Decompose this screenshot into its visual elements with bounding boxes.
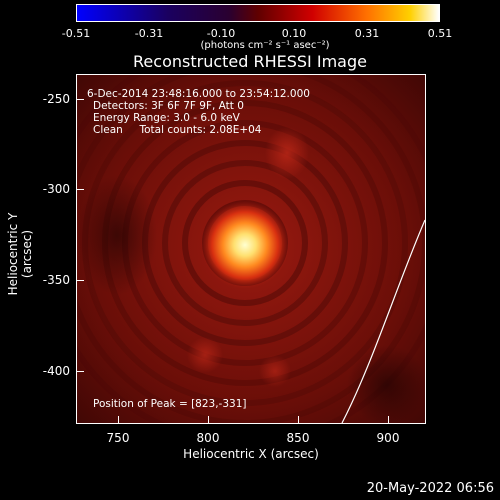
y-axis-label: Heliocentric Y (arcsec) bbox=[6, 212, 34, 296]
detectors-info: Detectors: 3F 6F 7F 9F, Att 0 bbox=[93, 100, 244, 112]
x-tick-mark bbox=[118, 416, 119, 424]
date-stamp: 20-May-2022 06:56 bbox=[366, 481, 494, 496]
observation-time: 6-Dec-2014 23:48:16.000 to 23:54:12.000 bbox=[87, 88, 310, 100]
x-tick-mark bbox=[298, 416, 299, 424]
colorbar-units: (photons cm⁻² s⁻¹ asec⁻²) bbox=[200, 40, 330, 51]
x-tick-label: 850 bbox=[286, 431, 310, 445]
y-tick-mark bbox=[76, 189, 84, 190]
x-tick-mark bbox=[388, 416, 389, 424]
x-tick-mark bbox=[208, 416, 209, 424]
x-tick-label: 750 bbox=[106, 431, 130, 445]
colorbar-tick: 0.10 bbox=[281, 27, 307, 40]
rhessi-image bbox=[76, 74, 426, 424]
energy-range: Energy Range: 3.0 - 6.0 keV bbox=[93, 112, 240, 124]
colorbar-tick: -0.10 bbox=[206, 27, 236, 40]
flare-source bbox=[201, 201, 289, 289]
y-tick-label: -400 bbox=[42, 364, 70, 378]
clean-total-counts: Clean Total counts: 2.08E+04 bbox=[93, 124, 262, 136]
colorbar-tick: -0.31 bbox=[134, 27, 164, 40]
colorbar-tick: 0.31 bbox=[354, 27, 380, 40]
y-tick-label: -350 bbox=[42, 273, 70, 287]
y-tick-mark bbox=[76, 99, 84, 100]
solar-limb bbox=[341, 219, 425, 423]
x-tick-label: 800 bbox=[196, 431, 220, 445]
y-tick-mark bbox=[76, 371, 84, 372]
y-tick-label: -250 bbox=[42, 92, 70, 106]
colorbar-tick: 0.51 bbox=[427, 27, 453, 40]
y-tick-label: -300 bbox=[42, 182, 70, 196]
colorbar-tick: -0.51 bbox=[61, 27, 91, 40]
peak-position: Position of Peak = [823,-331] bbox=[93, 398, 247, 410]
colorbar bbox=[76, 4, 440, 22]
rhessi-image-render bbox=[77, 75, 425, 423]
x-axis-label: Heliocentric X (arcsec) bbox=[183, 447, 319, 461]
x-tick-label: 900 bbox=[376, 431, 400, 445]
y-tick-mark bbox=[76, 280, 84, 281]
colorbar-gradient bbox=[77, 5, 439, 21]
image-title: Reconstructed RHESSI Image bbox=[133, 52, 367, 71]
